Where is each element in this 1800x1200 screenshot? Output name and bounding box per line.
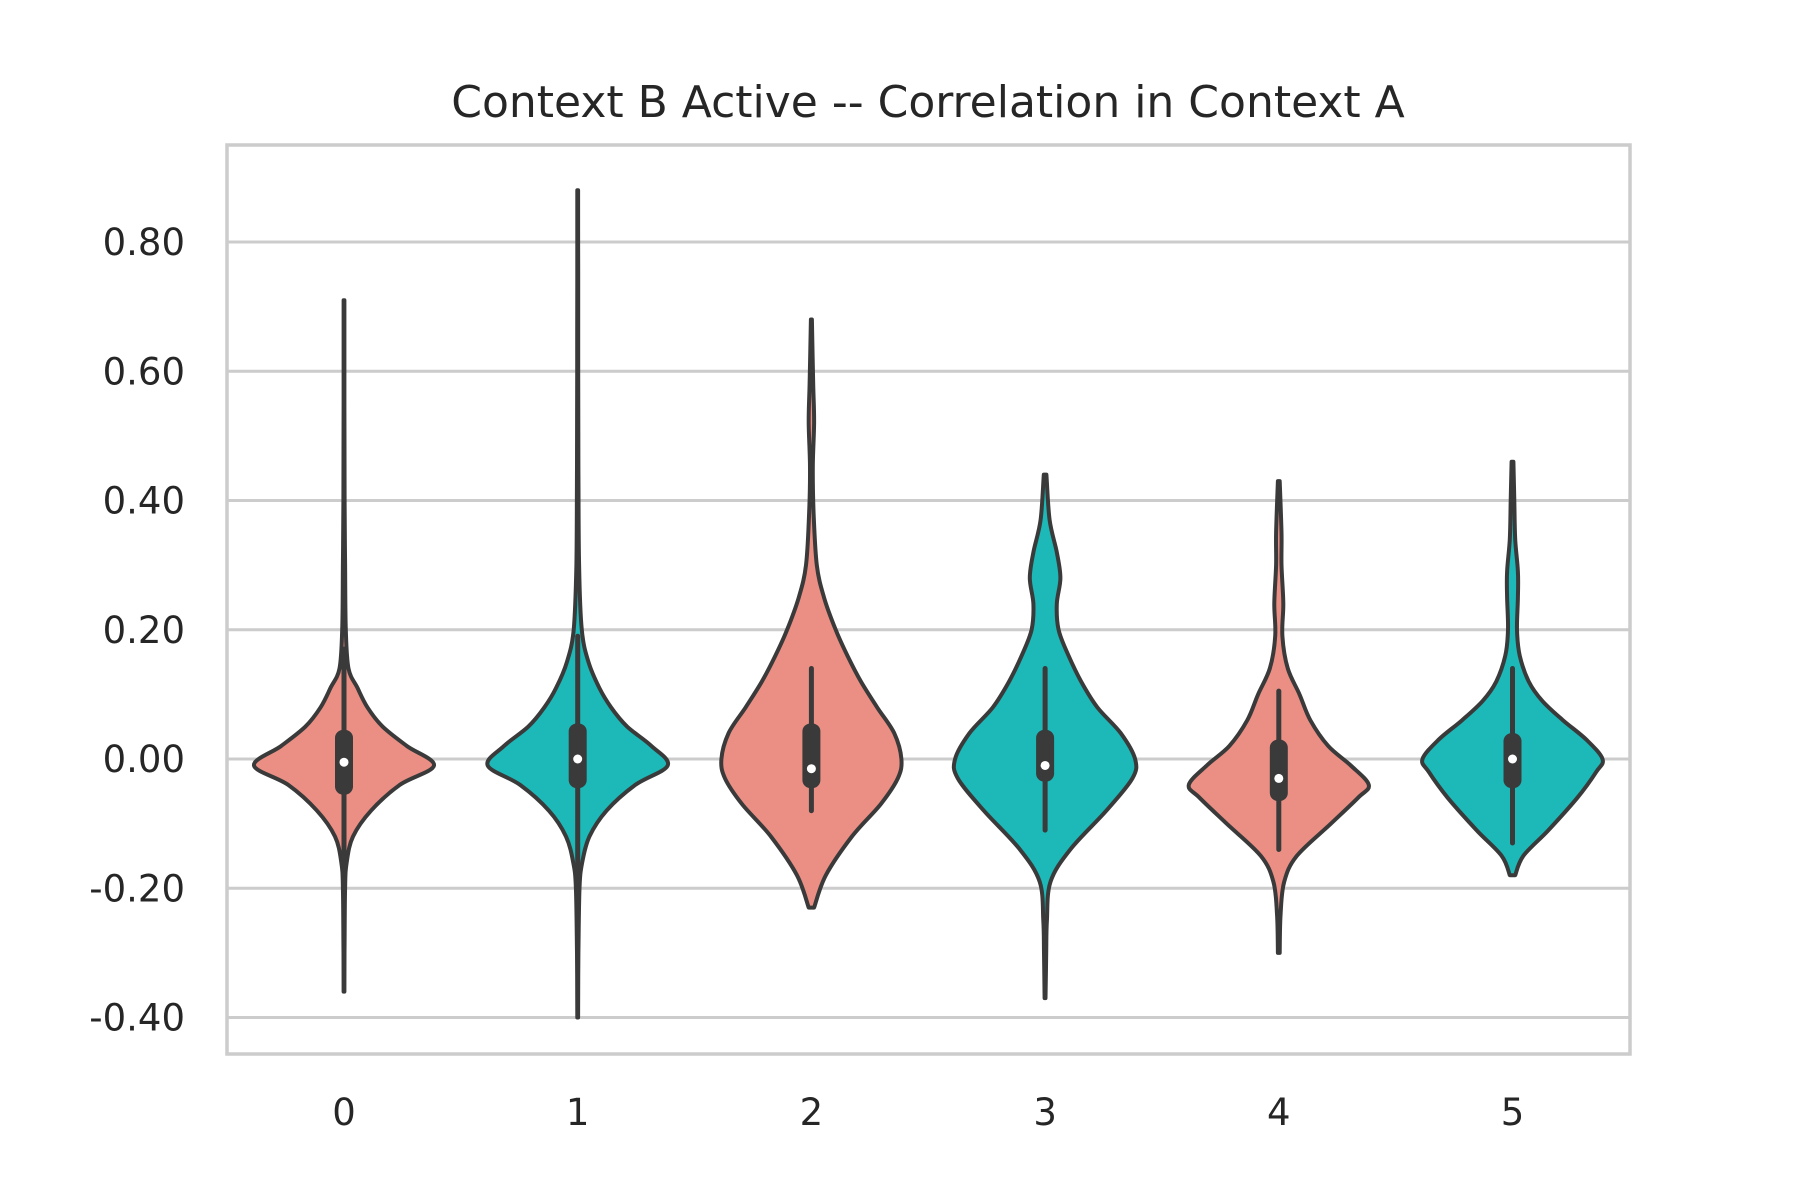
iqr-box-3 (1036, 729, 1055, 782)
y-tick-label: 0.20 (103, 609, 185, 652)
violin-body-0 (252, 298, 436, 994)
plot-border (225, 143, 1632, 1056)
x-tick-label: 5 (1501, 1091, 1525, 1134)
gridlines (227, 240, 1630, 1019)
median-dot-3 (1040, 760, 1050, 770)
plot-frame (225, 143, 1632, 1056)
y-tick-label: -0.20 (89, 867, 185, 910)
chart-title: Context B Active -- Correlation in Conte… (451, 77, 1405, 128)
x-tick-label: 4 (1267, 1091, 1291, 1134)
median-dot-1 (573, 754, 583, 764)
median-dot-0 (339, 757, 349, 767)
median-dot-2 (806, 764, 816, 774)
y-tick-label: 0.40 (103, 480, 185, 523)
violin-body-1 (485, 188, 671, 1020)
y-tick-label: 0.00 (103, 738, 185, 781)
y-tick-label: -0.40 (89, 997, 185, 1040)
median-dot-5 (1508, 754, 1517, 764)
violin-5 (1420, 459, 1605, 878)
violin-3 (951, 472, 1139, 1001)
violin-0 (252, 298, 436, 994)
x-tick-label: 2 (800, 1091, 824, 1134)
violin-2 (719, 317, 904, 910)
iqr-box-2 (802, 723, 821, 789)
y-tick-label: 0.60 (103, 350, 185, 393)
x-tick-label: 3 (1033, 1091, 1057, 1134)
y-tick-label: 0.80 (103, 221, 185, 264)
median-dot-4 (1274, 773, 1284, 783)
iqr-box-4 (1269, 739, 1288, 802)
x-tick-label: 1 (566, 1091, 590, 1134)
y-axis-ticks: 0.80 0.60 0.40 0.20 0.00 -0.20 -0.40 (89, 221, 185, 1040)
violins (252, 188, 1605, 1020)
violin-body-2 (719, 317, 904, 910)
x-tick-label: 0 (332, 1091, 356, 1134)
violin-4 (1186, 479, 1371, 955)
x-axis-ticks: 0 1 2 3 4 5 (332, 1091, 1524, 1134)
violin-1 (485, 188, 671, 1020)
